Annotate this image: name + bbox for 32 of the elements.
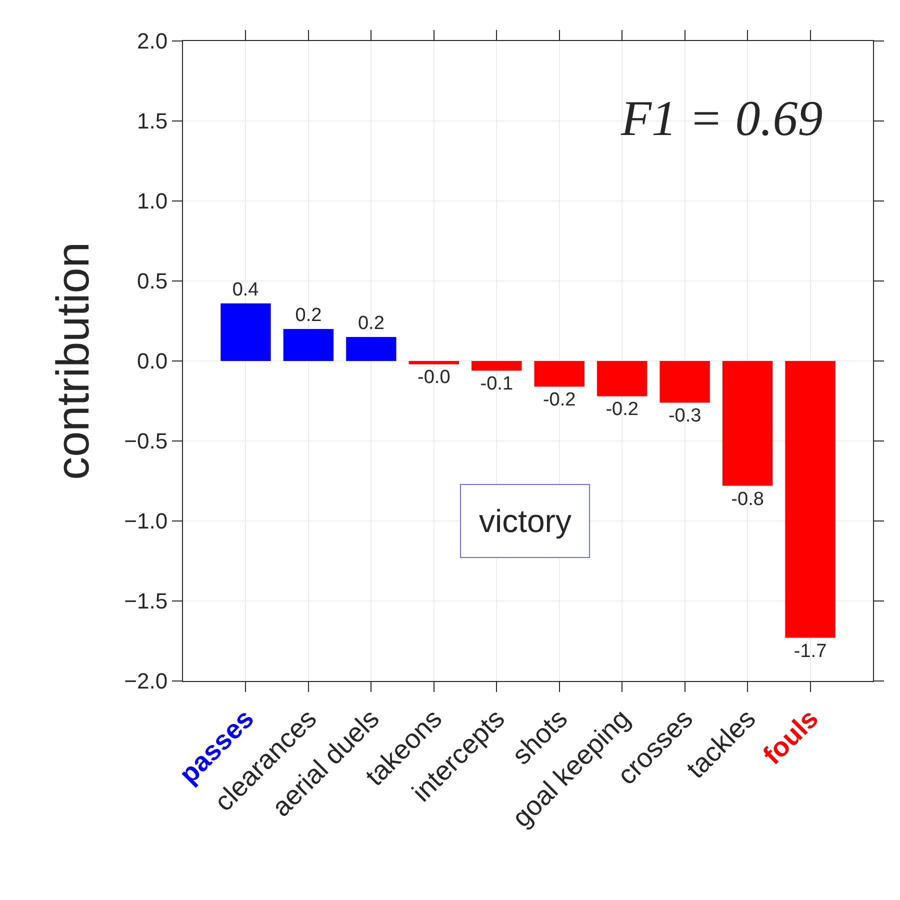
y-tick-label: −1.5 bbox=[124, 588, 168, 614]
bar bbox=[408, 361, 459, 364]
bar bbox=[597, 361, 648, 396]
bar bbox=[283, 329, 334, 361]
bar bbox=[785, 361, 836, 638]
y-tick-label: 1.5 bbox=[137, 108, 168, 134]
data-label: -0.2 bbox=[606, 399, 638, 420]
bar bbox=[660, 361, 710, 403]
data-label: -0.1 bbox=[480, 374, 514, 395]
data-label: -0.2 bbox=[542, 390, 576, 411]
bar bbox=[346, 337, 396, 361]
y-tick-label: −1.0 bbox=[124, 508, 168, 534]
bar bbox=[472, 361, 522, 371]
data-label: 0.2 bbox=[295, 305, 322, 326]
data-label: -1.7 bbox=[794, 640, 827, 662]
data-label: -0.3 bbox=[668, 406, 702, 427]
data-label: 0.2 bbox=[358, 313, 384, 334]
bar bbox=[534, 361, 584, 387]
y-tick-label: −2.0 bbox=[124, 668, 168, 694]
data-label: 0.4 bbox=[232, 279, 260, 300]
y-axis-title: contribution bbox=[46, 242, 99, 480]
y-tick-label: 1.0 bbox=[137, 188, 168, 214]
bar bbox=[220, 303, 271, 361]
y-tick-label: −0.5 bbox=[124, 428, 168, 454]
y-tick-label: 0.0 bbox=[137, 348, 168, 374]
data-label: -0.8 bbox=[731, 488, 764, 510]
bar bbox=[722, 361, 773, 486]
y-tick-label: 0.5 bbox=[137, 268, 168, 294]
data-label: -0.0 bbox=[418, 367, 450, 388]
annotation: victory bbox=[479, 503, 572, 539]
y-tick-label: 2.0 bbox=[137, 28, 168, 54]
annotation: F1 = 0.69 bbox=[620, 90, 823, 146]
